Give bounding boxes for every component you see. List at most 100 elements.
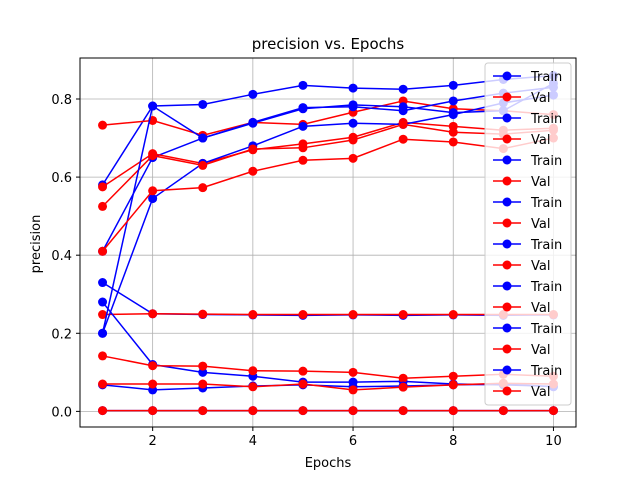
data-point xyxy=(198,379,208,389)
legend-marker xyxy=(502,239,512,249)
data-point xyxy=(198,406,208,416)
data-point xyxy=(348,385,358,395)
data-point xyxy=(98,328,108,338)
series-line xyxy=(102,355,554,379)
legend-entry: Val xyxy=(493,91,550,106)
x-tick-label: 2 xyxy=(149,434,157,449)
data-point xyxy=(148,361,158,371)
data-point xyxy=(348,406,358,416)
legend: Train Val Train Val Train Val Train Val Train Val… xyxy=(484,62,572,406)
data-point xyxy=(348,135,358,145)
legend-label: Val xyxy=(531,259,550,274)
legend-label: Train xyxy=(530,154,562,169)
ticks: 2 4 6 8 10 0.0 0.2 0.4 0.6 0.8 xyxy=(51,93,561,449)
legend-marker xyxy=(502,281,512,291)
legend-entry: Val xyxy=(493,175,550,190)
data-point xyxy=(148,309,158,319)
legend-entry: Train xyxy=(493,238,562,253)
data-point xyxy=(248,310,258,320)
data-point xyxy=(98,201,108,211)
data-point xyxy=(248,89,258,99)
series-line xyxy=(101,94,554,334)
series-line xyxy=(102,121,554,188)
series-line xyxy=(102,100,554,137)
legend-entry: Train xyxy=(493,280,562,295)
data-point xyxy=(398,310,408,320)
data-point xyxy=(398,373,408,383)
legend-frame xyxy=(484,62,572,406)
series-13-val xyxy=(98,406,558,416)
data-point xyxy=(198,133,208,143)
data-point xyxy=(298,104,308,114)
y-tick-label: 0.8 xyxy=(51,93,72,108)
y-axis-label: precision xyxy=(29,215,44,274)
legend-marker xyxy=(502,365,512,375)
data-point xyxy=(448,80,458,90)
data-point xyxy=(398,134,408,144)
legend-label: Val xyxy=(531,217,550,232)
data-point xyxy=(248,366,258,376)
data-point xyxy=(198,309,208,319)
legend-marker xyxy=(502,176,512,186)
legend-label: Train xyxy=(530,364,562,379)
chart-title: precision vs. Epochs xyxy=(252,35,405,53)
series-layer xyxy=(98,71,558,416)
data-point xyxy=(298,310,308,320)
data-point xyxy=(148,379,158,389)
legend-entry: Train xyxy=(493,112,562,127)
data-point xyxy=(248,382,258,392)
series-line xyxy=(102,123,554,207)
legend-entry: Train xyxy=(493,70,562,85)
data-point xyxy=(248,144,258,154)
legend-marker xyxy=(502,344,512,354)
legend-entry: Val xyxy=(493,259,550,274)
data-point xyxy=(448,127,458,137)
x-tick-label: 4 xyxy=(249,434,257,449)
x-tick-label: 10 xyxy=(545,434,562,449)
data-point xyxy=(148,186,158,196)
data-point xyxy=(198,99,208,109)
data-point xyxy=(398,382,408,392)
legend-label: Train xyxy=(530,112,562,127)
legend-label: Val xyxy=(531,175,550,190)
data-point xyxy=(448,406,458,416)
legend-entry: Train xyxy=(493,154,562,169)
legend-label: Train xyxy=(530,70,562,85)
series-7-val xyxy=(98,119,558,211)
x-axis-label: Epochs xyxy=(305,456,352,471)
data-point xyxy=(298,155,308,165)
data-point xyxy=(448,137,458,147)
data-point xyxy=(348,100,358,110)
legend-label: Val xyxy=(531,91,550,106)
data-point xyxy=(148,194,158,204)
legend-label: Train xyxy=(530,322,562,337)
data-point xyxy=(448,310,458,320)
legend-entry: Train xyxy=(493,364,562,379)
series-line xyxy=(102,382,554,391)
data-point xyxy=(98,278,108,288)
legend-entry: Train xyxy=(493,322,562,337)
series-line xyxy=(101,137,554,252)
y-tick-label: 0.0 xyxy=(51,405,72,420)
data-point xyxy=(98,182,108,192)
data-point xyxy=(148,406,158,416)
data-point xyxy=(298,379,308,389)
legend-entry: Val xyxy=(493,301,550,316)
data-point xyxy=(98,406,108,416)
data-point xyxy=(248,118,258,128)
data-point xyxy=(548,406,558,416)
data-point xyxy=(498,406,508,416)
data-point xyxy=(448,380,458,390)
series-line xyxy=(102,313,554,316)
data-point xyxy=(398,102,408,112)
legend-marker xyxy=(502,323,512,333)
legend-entry: Train xyxy=(493,196,562,211)
legend-marker xyxy=(502,92,512,102)
legend-marker xyxy=(502,71,512,81)
data-point xyxy=(398,84,408,94)
data-point xyxy=(298,121,308,131)
data-point xyxy=(148,151,158,161)
series-5-val xyxy=(98,309,558,320)
legend-entry: Val xyxy=(493,385,550,400)
